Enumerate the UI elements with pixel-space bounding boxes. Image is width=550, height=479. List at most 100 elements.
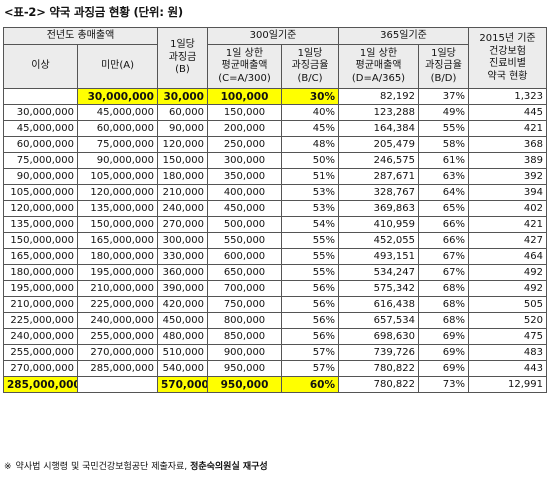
cell-under: 165,000,000 xyxy=(77,232,158,249)
header-avg300-line1: 1일 상한 xyxy=(225,47,264,59)
header-rate300-line3: (B/C) xyxy=(297,72,323,84)
cell-avg300: 200,000 xyxy=(207,120,282,137)
header-rate365-line3: (B/D) xyxy=(430,72,457,84)
table-row: 120,000,000 135,000,000 240,000 450,000 53% 3… xyxy=(3,200,547,217)
cell-count: 475 xyxy=(468,328,547,345)
note-bold: 정춘숙의원실 재구성 xyxy=(190,462,268,472)
header-daily-fine-line2: 과징금 xyxy=(168,51,197,63)
header-avg365-line3: (D=A/365) xyxy=(351,72,406,84)
cell-fine: 150,000 xyxy=(157,152,208,169)
cell-avg365: 452,055 xyxy=(338,232,419,249)
cell-rate300: 54% xyxy=(281,216,339,233)
cell-rate365: 69% xyxy=(418,344,469,361)
header-row-top: 전년도 총매출액 1일당 과징금 (B) 300일기준 365일기준 2015년… xyxy=(3,27,547,89)
cell-over: 255,000,000 xyxy=(3,344,78,361)
cell-rate300: 60% xyxy=(281,376,339,393)
cell-over: 90,000,000 xyxy=(3,168,78,185)
cell-count: 421 xyxy=(468,216,547,233)
cell-avg300: 850,000 xyxy=(207,328,282,345)
cell-over: 180,000,000 xyxy=(3,264,78,281)
cell-rate300: 55% xyxy=(281,248,339,265)
cell-rate365: 66% xyxy=(418,232,469,249)
cell-rate365: 63% xyxy=(418,168,469,185)
cell-avg300: 900,000 xyxy=(207,344,282,361)
table-row: 60,000,000 75,000,000 120,000 250,000 48% 205… xyxy=(3,136,547,153)
cell-fine: 570,000 xyxy=(157,376,208,393)
cell-fine: 360,000 xyxy=(157,264,208,281)
cell-over: 105,000,000 xyxy=(3,184,78,201)
table-row: 240,000,000 255,000,000 480,000 850,000 56% 6… xyxy=(3,328,547,345)
cell-rate365: 68% xyxy=(418,296,469,313)
cell-avg365: 246,575 xyxy=(338,152,419,169)
cell-avg300: 150,000 xyxy=(207,104,282,121)
cell-fine: 420,000 xyxy=(157,296,208,313)
table-row: 135,000,000 150,000,000 270,000 500,000 54% 4… xyxy=(3,216,547,233)
cell-fine: 270,000 xyxy=(157,216,208,233)
header-basis-300: 300일기준 xyxy=(207,27,339,45)
cell-rate365: 55% xyxy=(418,120,469,137)
cell-over xyxy=(3,88,78,105)
cell-under: 30,000,000 xyxy=(77,88,158,105)
table-caption: <표-2> 약국 과징금 현황 (단위: 원) xyxy=(4,5,183,19)
cell-under: 180,000,000 xyxy=(77,248,158,265)
cell-avg365: 369,863 xyxy=(338,200,419,217)
header-over: 이상 xyxy=(3,44,78,89)
header-daily-fine-line3: (B) xyxy=(175,64,190,76)
note-text: 약사법 시행령 및 국민건강보험공단 제출자료, xyxy=(15,462,188,472)
table-row: 180,000,000 195,000,000 360,000 650,000 55% 5… xyxy=(3,264,547,281)
cell-fine: 210,000 xyxy=(157,184,208,201)
cell-rate300: 56% xyxy=(281,312,339,329)
cell-avg300: 400,000 xyxy=(207,184,282,201)
cell-rate300: 48% xyxy=(281,136,339,153)
cell-over: 225,000,000 xyxy=(3,312,78,329)
cell-avg300: 300,000 xyxy=(207,152,282,169)
cell-count: 492 xyxy=(468,280,547,297)
cell-avg365: 616,438 xyxy=(338,296,419,313)
cell-avg300: 350,000 xyxy=(207,168,282,185)
cell-rate365: 67% xyxy=(418,264,469,281)
header-pharmacy-line2: 건강보험 xyxy=(489,45,526,57)
cell-rate300: 56% xyxy=(281,296,339,313)
cell-avg300: 100,000 xyxy=(207,88,282,105)
cell-over: 75,000,000 xyxy=(3,152,78,169)
cell-rate300: 55% xyxy=(281,264,339,281)
cell-fine: 540,000 xyxy=(157,360,208,377)
table-body: 30,000,000 30,000 100,000 30% 82,192 37% 1,323… xyxy=(3,88,547,393)
header-pharmacy-2015: 2015년 기준 건강보험 진료비별 약국 현황 xyxy=(468,27,547,89)
cell-count: 12,991 xyxy=(468,376,547,393)
cell-over: 285,000,000 xyxy=(3,376,78,393)
cell-rate300: 57% xyxy=(281,344,339,361)
header-avg300-line2: 평균매출액 xyxy=(221,60,268,72)
cell-avg300: 650,000 xyxy=(207,264,282,281)
cell-fine: 300,000 xyxy=(157,232,208,249)
header-rate365-line2: 과징금율 xyxy=(425,60,462,72)
table-row: 165,000,000 180,000,000 330,000 600,000 55% 4… xyxy=(3,248,547,265)
cell-under: 120,000,000 xyxy=(77,184,158,201)
header-rate-365: 1일당 과징금율 (B/D) xyxy=(418,44,469,89)
note-star: ※ xyxy=(4,462,12,472)
cell-avg365: 164,384 xyxy=(338,120,419,137)
cell-under: 270,000,000 xyxy=(77,344,158,361)
header-rate300-line1: 1일당 xyxy=(297,47,323,59)
cell-under: 135,000,000 xyxy=(77,200,158,217)
cell-count: 443 xyxy=(468,360,547,377)
cell-rate300: 51% xyxy=(281,168,339,185)
table-row: 45,000,000 60,000,000 90,000 200,000 45% 164,… xyxy=(3,120,547,137)
source-note: ※ 약사법 시행령 및 국민건강보험공단 제출자료, 정춘숙의원실 재구성 xyxy=(4,459,268,472)
header-under: 미만(A) xyxy=(77,44,158,89)
cell-avg365: 287,671 xyxy=(338,168,419,185)
cell-fine: 330,000 xyxy=(157,248,208,265)
cell-fine: 120,000 xyxy=(157,136,208,153)
cell-rate365: 68% xyxy=(418,312,469,329)
table-row: 75,000,000 90,000,000 150,000 300,000 50% 246… xyxy=(3,152,547,169)
cell-count: 368 xyxy=(468,136,547,153)
cell-avg365: 123,288 xyxy=(338,104,419,121)
table-row: 30,000,000 30,000 100,000 30% 82,192 37% 1,323 xyxy=(3,88,547,105)
cell-avg365: 780,822 xyxy=(338,376,419,393)
cell-over: 120,000,000 xyxy=(3,200,78,217)
header-pharmacy-line3: 진료비별 xyxy=(489,58,526,69)
cell-rate365: 66% xyxy=(418,216,469,233)
cell-rate365: 49% xyxy=(418,104,469,121)
cell-under: 225,000,000 xyxy=(77,296,158,313)
cell-over: 270,000,000 xyxy=(3,360,78,377)
